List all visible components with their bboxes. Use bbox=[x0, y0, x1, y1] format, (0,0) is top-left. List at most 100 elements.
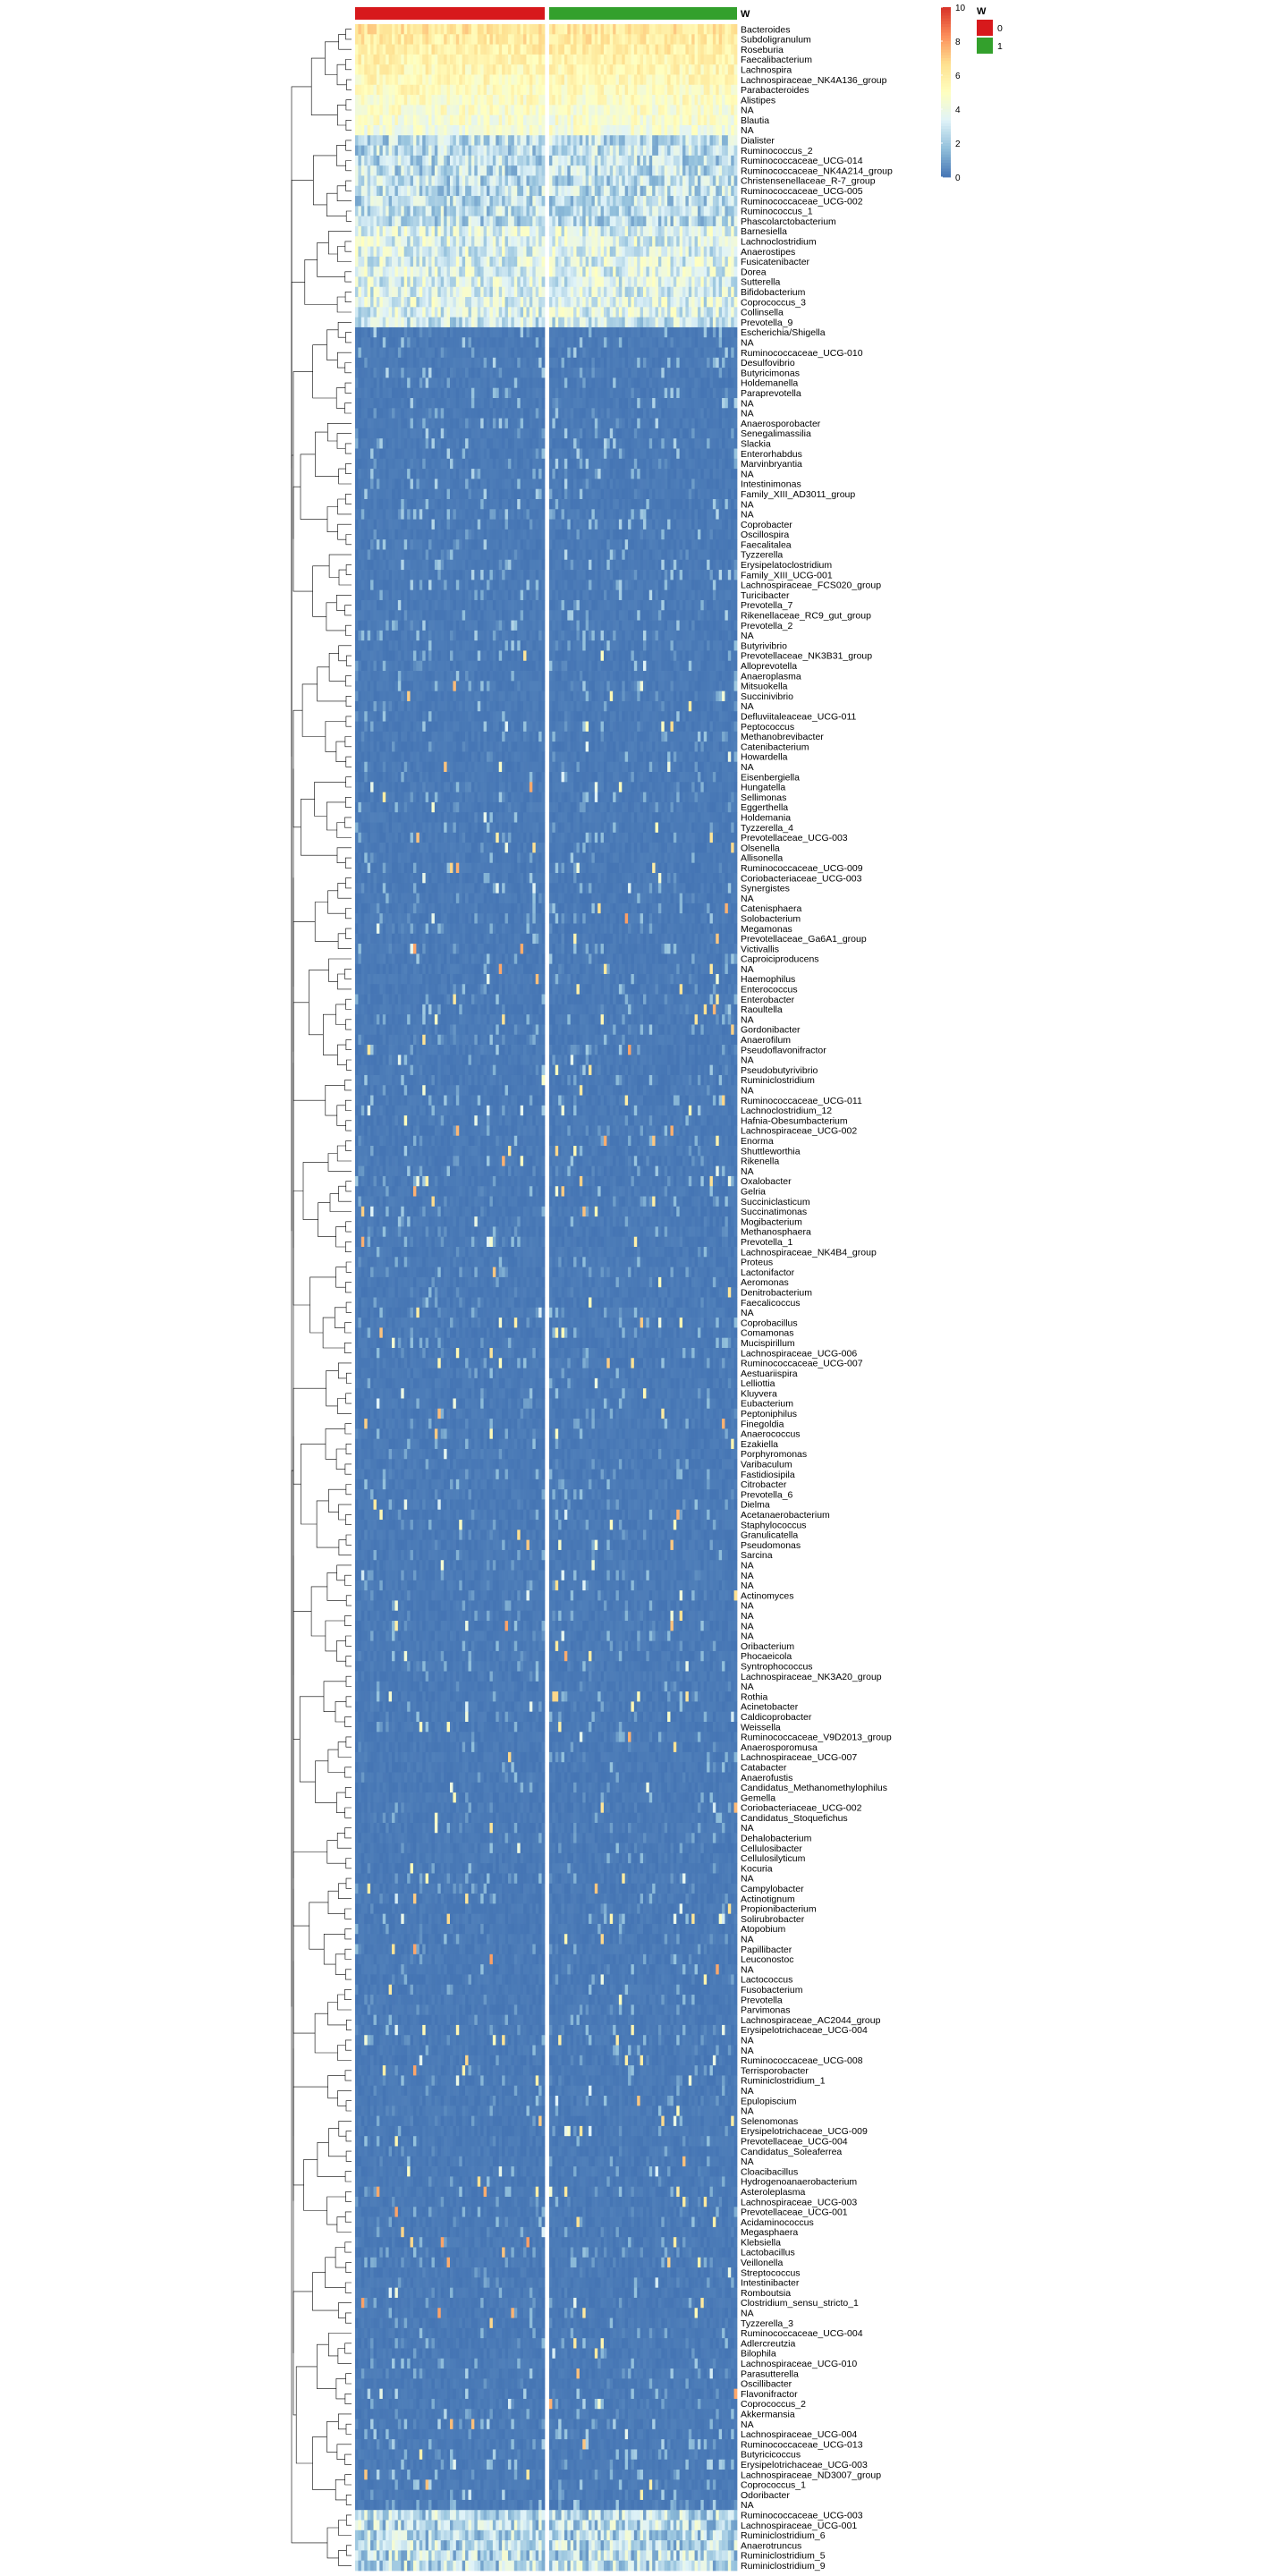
heatmap-cell bbox=[538, 24, 542, 35]
heatmap-cell bbox=[398, 216, 402, 227]
heatmap-cell bbox=[713, 206, 716, 216]
heatmap-cell bbox=[383, 216, 386, 227]
heatmap-cell bbox=[453, 45, 456, 55]
heatmap-cell bbox=[484, 45, 487, 55]
heatmap-cell bbox=[517, 196, 521, 207]
heatmap-cell bbox=[704, 125, 708, 136]
heatmap-cell bbox=[674, 156, 677, 166]
heatmap-cell bbox=[582, 216, 586, 227]
dendrogram-branch bbox=[345, 858, 352, 868]
heatmap-cell bbox=[716, 156, 719, 166]
heatmap-cell bbox=[552, 186, 555, 197]
heatmap-cell bbox=[511, 196, 514, 207]
heatmap-cell bbox=[471, 34, 475, 45]
heatmap-cell bbox=[407, 95, 411, 106]
dendrogram-branch bbox=[318, 2142, 345, 2176]
heatmap-cell bbox=[411, 85, 414, 96]
heatmap-cell bbox=[586, 196, 589, 207]
heatmap-cell bbox=[398, 105, 402, 115]
heatmap-cell bbox=[453, 74, 456, 85]
heatmap-cell bbox=[619, 45, 623, 55]
heatmap-cell bbox=[722, 226, 725, 237]
heatmap-cell bbox=[480, 74, 484, 85]
heatmap-cell bbox=[656, 196, 659, 207]
heatmap-cell bbox=[496, 24, 499, 35]
heatmap-cell bbox=[505, 95, 509, 106]
heatmap-cell bbox=[532, 55, 536, 65]
heatmap-cell bbox=[595, 85, 598, 96]
heatmap-cell bbox=[456, 196, 460, 207]
heatmap-cell bbox=[582, 24, 586, 35]
heatmap-cell bbox=[613, 226, 616, 237]
heatmap-cell bbox=[724, 206, 728, 216]
heatmap-cell bbox=[392, 64, 395, 75]
heatmap-cell bbox=[489, 156, 493, 166]
heatmap-cell bbox=[552, 236, 555, 247]
heatmap-cell bbox=[682, 64, 686, 75]
heatmap-cell bbox=[389, 125, 393, 136]
heatmap-cell bbox=[471, 165, 475, 176]
heatmap-cell bbox=[392, 105, 395, 115]
dendrogram-branch bbox=[326, 193, 346, 216]
heatmap-cell bbox=[394, 115, 398, 126]
heatmap-cell bbox=[604, 55, 607, 65]
heatmap-cell bbox=[576, 236, 580, 247]
heatmap-cell bbox=[536, 45, 539, 55]
heatmap-cell bbox=[484, 206, 487, 216]
heatmap-cell bbox=[634, 186, 638, 197]
heatmap-cell bbox=[428, 85, 432, 96]
heatmap-cell bbox=[637, 216, 640, 227]
heatmap-cell bbox=[389, 146, 393, 157]
heatmap-cell bbox=[383, 236, 386, 247]
heatmap-cell bbox=[532, 74, 536, 85]
heatmap-cell bbox=[386, 186, 389, 197]
heatmap-cell bbox=[444, 175, 447, 186]
heatmap-cell bbox=[597, 156, 601, 166]
heatmap-cell bbox=[698, 175, 701, 186]
heatmap-cell bbox=[456, 64, 460, 75]
heatmap-cell bbox=[685, 226, 689, 237]
heatmap-cell bbox=[370, 64, 374, 75]
heatmap-cell bbox=[646, 135, 649, 146]
heatmap-cell bbox=[689, 55, 692, 65]
heatmap-cell bbox=[489, 226, 493, 237]
dendrogram-branch bbox=[345, 1828, 352, 1838]
heatmap-cell bbox=[431, 206, 435, 216]
dendrogram-branch bbox=[345, 2172, 352, 2182]
heatmap-cell bbox=[542, 175, 546, 186]
heatmap-cell bbox=[622, 115, 625, 126]
heatmap-cell bbox=[361, 105, 365, 115]
heatmap-cell bbox=[667, 85, 671, 96]
heatmap-cell bbox=[435, 226, 438, 237]
heatmap-cell bbox=[426, 165, 429, 176]
heatmap-cell bbox=[719, 55, 723, 65]
heatmap-cell bbox=[493, 24, 496, 35]
heatmap-cell bbox=[580, 226, 583, 237]
heatmap-cell bbox=[368, 74, 371, 85]
heatmap-cell bbox=[426, 206, 429, 216]
heatmap-cell bbox=[728, 95, 732, 106]
heatmap-cell bbox=[469, 34, 472, 45]
heatmap-cell bbox=[689, 34, 692, 45]
heatmap-cell bbox=[652, 34, 656, 45]
heatmap-cell bbox=[582, 85, 586, 96]
heatmap-cell bbox=[444, 24, 447, 35]
heatmap-cell bbox=[416, 196, 419, 207]
heatmap-cell bbox=[680, 34, 683, 45]
heatmap-cell bbox=[704, 45, 708, 55]
heatmap-cell bbox=[619, 175, 623, 186]
heatmap-cell bbox=[695, 216, 699, 227]
heatmap-cell bbox=[680, 64, 683, 75]
heatmap-cell bbox=[407, 226, 411, 237]
dendrogram-branch bbox=[345, 2313, 352, 2323]
heatmap-cell bbox=[604, 165, 607, 176]
heatmap-cell bbox=[392, 206, 395, 216]
heatmap-cell bbox=[571, 226, 574, 237]
heatmap-cell bbox=[407, 45, 411, 55]
heatmap-cell bbox=[640, 115, 644, 126]
heatmap-cell bbox=[419, 85, 423, 96]
dendrogram-branch bbox=[293, 921, 315, 1051]
heatmap-cell bbox=[628, 85, 631, 96]
heatmap-cell bbox=[734, 74, 738, 85]
heatmap-cell bbox=[667, 115, 671, 126]
